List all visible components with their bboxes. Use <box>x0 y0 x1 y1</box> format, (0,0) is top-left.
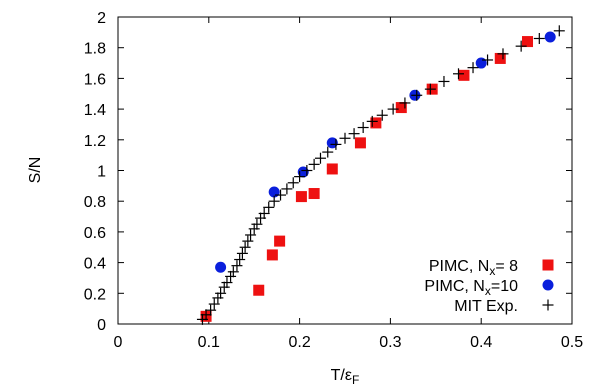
data-point-plus <box>453 68 464 80</box>
data-point-plus <box>287 177 299 189</box>
y-tick-label: 0.4 <box>84 256 106 273</box>
x-tick-label: 0.1 <box>198 334 220 351</box>
data-point-plus <box>225 270 237 282</box>
data-point-circle <box>326 137 338 149</box>
data-point-square <box>458 69 470 81</box>
data-point-plus <box>497 48 509 60</box>
data-point-plus <box>533 32 545 44</box>
y-tick-label: 0 <box>97 317 106 334</box>
plot-area <box>196 25 565 325</box>
series-circle <box>215 31 556 273</box>
legend-marker-square <box>542 259 554 271</box>
data-point-plus <box>482 54 494 66</box>
y-axis-title: S/N <box>27 157 44 184</box>
data-point-plus <box>366 115 378 127</box>
y-tick-label: 0.8 <box>84 194 106 211</box>
data-point-plus <box>236 247 248 259</box>
data-point-square <box>295 191 307 203</box>
data-point-plus <box>258 207 270 219</box>
x-axis-ticks: 0 0.1 0.2 0.3 0.4 0.5 <box>114 17 583 351</box>
data-point-plus <box>268 195 280 207</box>
legend-marker-plus <box>542 299 554 311</box>
x-tick-label: 0.5 <box>561 334 583 351</box>
y-tick-label: 1.8 <box>84 41 106 58</box>
data-point-square <box>266 249 278 261</box>
data-point-square <box>308 188 320 200</box>
data-point-plus <box>245 229 257 241</box>
x-tick-label: 0.2 <box>288 334 310 351</box>
legend-label: MIT Exp. <box>454 298 518 315</box>
data-point-plus <box>376 109 388 121</box>
data-point-plus <box>294 171 306 183</box>
x-axis-title-subscript: F <box>352 373 359 387</box>
y-axis-ticks: 0 0.2 0.4 0.6 0.8 1 1.2 1.4 1.6 1.8 2 <box>84 10 572 334</box>
y-tick-label: 0.6 <box>84 225 106 242</box>
data-point-plus <box>248 223 260 235</box>
x-axis-title-main: T/ε <box>331 367 352 384</box>
data-point-circle <box>297 166 309 178</box>
data-point-plus <box>438 75 450 87</box>
data-point-square <box>253 284 265 296</box>
data-point-plus <box>200 309 212 321</box>
data-point-plus <box>357 122 369 134</box>
y-tick-label: 1.4 <box>84 102 106 119</box>
data-point-plus <box>251 218 263 230</box>
data-point-square <box>494 52 506 64</box>
y-tick-label: 0.2 <box>84 286 106 303</box>
data-point-plus <box>205 304 217 316</box>
data-point-plus <box>275 189 287 201</box>
y-tick-label: 1.6 <box>84 71 106 88</box>
y-tick-label: 1.2 <box>84 133 106 150</box>
data-point-square <box>354 137 366 149</box>
data-point-plus <box>424 83 436 95</box>
x-tick-label: 0.3 <box>379 334 401 351</box>
data-point-plus <box>553 25 565 37</box>
data-point-plus <box>330 138 342 150</box>
data-point-circle <box>475 57 487 69</box>
data-point-plus <box>467 62 479 74</box>
data-point-plus <box>218 281 230 293</box>
data-point-plus <box>411 89 423 101</box>
data-point-plus <box>339 132 351 144</box>
data-point-square <box>522 36 534 48</box>
data-point-plus <box>348 128 360 140</box>
data-point-plus <box>215 287 227 299</box>
data-point-square <box>274 235 286 247</box>
data-point-plus <box>234 254 246 266</box>
data-point-circle <box>215 261 227 273</box>
legend-label: PIMC, Nx= 8 <box>429 258 518 278</box>
y-tick-label: 1 <box>97 164 106 181</box>
data-point-plus <box>322 146 334 158</box>
data-point-plus <box>242 235 254 247</box>
data-point-plus <box>208 298 220 310</box>
data-point-square <box>326 163 338 175</box>
data-point-plus <box>399 97 411 109</box>
data-point-plus <box>212 292 224 304</box>
data-point-square <box>370 117 382 129</box>
data-point-plus <box>263 201 275 213</box>
data-point-plus <box>227 266 239 278</box>
data-point-plus <box>301 165 313 176</box>
data-point-plus <box>314 152 326 164</box>
data-point-circle <box>544 31 556 43</box>
data-point-plus <box>515 40 527 52</box>
data-point-plus <box>239 241 251 253</box>
x-tick-label: 0 <box>114 334 123 351</box>
data-point-plus <box>281 183 293 195</box>
x-axis-title: T/εF <box>331 367 360 387</box>
x-tick-label: 0.4 <box>470 334 492 351</box>
data-point-plus <box>221 277 233 289</box>
legend-label: PIMC, Nx=10 <box>424 278 518 298</box>
y-tick-label: 2 <box>97 10 106 27</box>
legend-marker-circle <box>542 279 554 291</box>
data-point-plus <box>231 260 243 272</box>
data-point-plus <box>387 103 399 115</box>
data-point-square <box>395 102 407 114</box>
data-point-plus <box>308 158 320 170</box>
series-plus <box>196 25 565 325</box>
